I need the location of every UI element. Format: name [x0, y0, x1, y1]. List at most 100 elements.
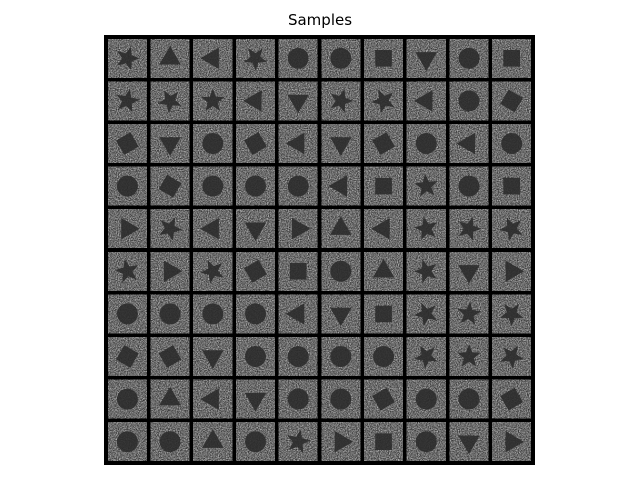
star-shape [117, 46, 140, 71]
sample-tile [492, 39, 531, 78]
circle-shape [116, 175, 138, 197]
sample-tile [193, 81, 233, 121]
sample-tile [278, 252, 318, 291]
triangle-shape [415, 52, 437, 71]
sample-tile [278, 294, 318, 334]
sample-tile [193, 422, 233, 461]
circle-shape [415, 388, 437, 410]
triangle-shape [413, 90, 433, 112]
sample-tile [364, 124, 403, 163]
star-shape [457, 301, 482, 325]
triangle-shape [334, 431, 354, 453]
circle-shape [116, 388, 138, 410]
sample-tile [193, 209, 233, 248]
sample-tile [364, 81, 403, 121]
square-shape [503, 50, 520, 67]
circle-shape [202, 303, 224, 325]
sample-tile [492, 81, 531, 121]
sample-tile [449, 81, 489, 121]
circle-shape [245, 431, 266, 453]
square-shape [500, 89, 523, 113]
sample-tile [236, 337, 275, 376]
sample-tile [236, 166, 275, 206]
sample-tile [449, 124, 489, 163]
star-shape [201, 88, 225, 111]
sample-tile [278, 337, 318, 376]
triangle-shape [505, 431, 524, 453]
square-shape [372, 387, 395, 411]
sample-grid [104, 35, 535, 465]
sample-tile [193, 166, 233, 206]
star-shape [243, 48, 268, 71]
square-shape [375, 305, 392, 323]
circle-shape [116, 303, 138, 325]
circle-shape [202, 133, 224, 154]
star-shape [371, 89, 395, 113]
star-shape [115, 259, 139, 283]
triangle-shape [330, 307, 352, 327]
star-shape [287, 429, 311, 453]
triangle-shape [159, 137, 181, 156]
star-shape [500, 345, 524, 369]
circle-shape [159, 431, 181, 453]
sample-tile [150, 422, 190, 461]
sample-tile [449, 39, 489, 78]
sample-tile [364, 166, 403, 206]
sample-tile [406, 166, 446, 206]
sample-tile [492, 209, 531, 248]
sample-tile [321, 252, 361, 291]
sample-tile [193, 337, 233, 376]
sample-tile [406, 294, 446, 334]
circle-shape [373, 346, 395, 367]
sample-tile [150, 124, 190, 163]
sample-tile [150, 209, 190, 248]
sample-tile [236, 209, 275, 248]
sample-tile [449, 209, 489, 248]
sample-tile [364, 337, 403, 376]
sample-tile [492, 422, 531, 461]
triangle-shape [458, 265, 480, 284]
sample-tile [492, 124, 531, 163]
sample-tile [321, 294, 361, 334]
sample-tile [492, 166, 531, 206]
triangle-shape [200, 218, 219, 240]
star-shape [413, 302, 437, 326]
sample-tile [449, 166, 489, 206]
square-shape [503, 177, 520, 195]
sample-tile [278, 124, 318, 163]
circle-shape [330, 260, 352, 282]
figure-title: Samples [287, 11, 353, 29]
square-shape [372, 132, 395, 155]
sample-tile [406, 422, 446, 461]
sample-tile [492, 379, 531, 419]
star-shape [159, 217, 183, 241]
triangle-shape [505, 260, 524, 282]
sample-tile [278, 166, 318, 206]
triangle-shape [163, 260, 183, 282]
sample-tile [108, 252, 147, 291]
sample-tile [193, 379, 233, 419]
star-shape [200, 260, 224, 284]
sample-tile [108, 81, 147, 121]
triangle-shape [159, 45, 181, 65]
circle-shape [458, 388, 480, 410]
sample-tile [150, 166, 190, 206]
sample-tile [449, 252, 489, 291]
circle-shape [202, 175, 224, 197]
circle-shape [245, 303, 266, 325]
sample-tile [150, 252, 190, 291]
circle-shape [415, 431, 437, 453]
triangle-shape [202, 429, 224, 448]
star-shape [414, 173, 438, 197]
sample-tile [321, 124, 361, 163]
triangle-shape [285, 132, 305, 155]
triangle-shape [243, 90, 262, 112]
sample-tile [108, 124, 147, 163]
circle-shape [245, 175, 266, 197]
star-shape [414, 345, 438, 369]
triangle-shape [458, 435, 480, 455]
square-shape [375, 50, 392, 67]
circle-shape [458, 47, 480, 69]
circle-shape [116, 431, 138, 453]
sample-tile [236, 422, 275, 461]
